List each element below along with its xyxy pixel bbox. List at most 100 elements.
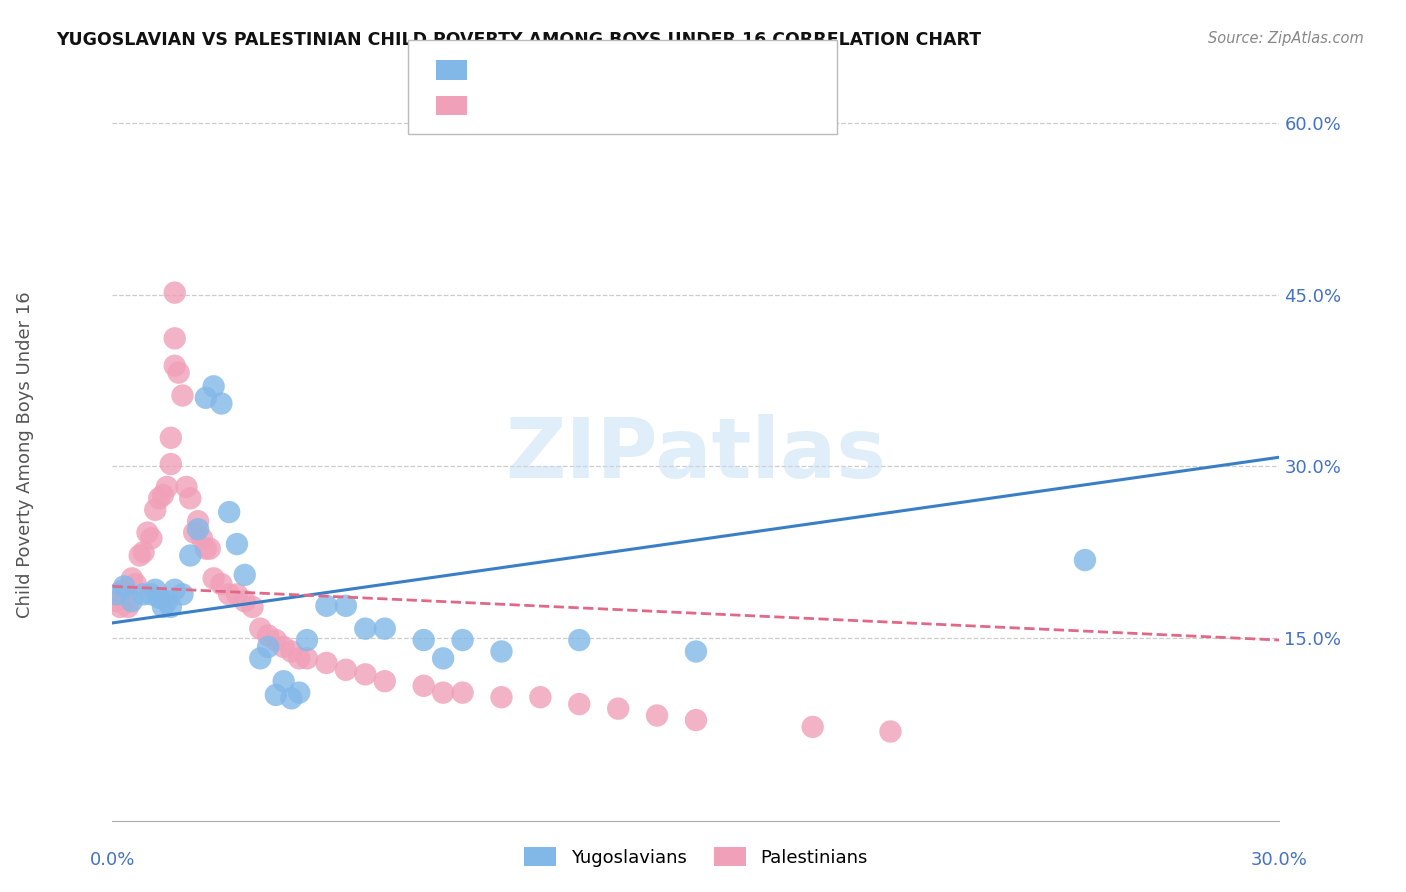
Point	[143, 503, 166, 517]
Point	[335, 599, 357, 613]
Point	[529, 690, 551, 705]
Point	[568, 697, 591, 711]
Point	[132, 545, 155, 559]
Point	[354, 622, 377, 636]
Point	[179, 549, 201, 563]
Point	[280, 644, 302, 658]
Point	[295, 651, 318, 665]
Point	[156, 594, 179, 608]
Point	[194, 391, 217, 405]
Point	[226, 537, 249, 551]
Text: R =   0.219   N = 40: R = 0.219 N = 40	[478, 61, 696, 79]
Point	[143, 582, 166, 597]
Point	[432, 686, 454, 700]
Text: ZIPatlas: ZIPatlas	[506, 415, 886, 495]
Point	[156, 480, 179, 494]
Point	[136, 525, 159, 540]
Point	[117, 599, 139, 614]
Point	[249, 622, 271, 636]
Point	[105, 594, 128, 608]
Point	[451, 633, 474, 648]
Point	[288, 651, 311, 665]
Point	[226, 587, 249, 601]
Point	[249, 651, 271, 665]
Point	[412, 679, 434, 693]
Point	[121, 594, 143, 608]
Text: 0.0%: 0.0%	[90, 851, 135, 869]
Point	[121, 571, 143, 585]
Point	[432, 651, 454, 665]
Point	[242, 599, 264, 614]
Text: YUGOSLAVIAN VS PALESTINIAN CHILD POVERTY AMONG BOYS UNDER 16 CORRELATION CHART: YUGOSLAVIAN VS PALESTINIAN CHILD POVERTY…	[56, 31, 981, 49]
Point	[568, 633, 591, 648]
Point	[141, 587, 163, 601]
Point	[187, 522, 209, 536]
Point	[264, 633, 287, 648]
Point	[273, 640, 295, 654]
Point	[218, 505, 240, 519]
Point	[163, 359, 186, 373]
Point	[374, 674, 396, 689]
Legend: Yugoslavians, Palestinians: Yugoslavians, Palestinians	[516, 840, 876, 874]
Point	[152, 599, 174, 614]
Point	[163, 582, 186, 597]
Point	[209, 577, 232, 591]
Point	[257, 628, 280, 642]
Point	[125, 577, 148, 591]
Point	[110, 599, 132, 614]
Point	[194, 541, 217, 556]
Point	[491, 644, 513, 658]
Point	[176, 480, 198, 494]
Point	[233, 594, 256, 608]
Point	[451, 686, 474, 700]
Point	[112, 582, 135, 597]
Text: 30.0%: 30.0%	[1251, 851, 1308, 869]
Text: Child Poverty Among Boys Under 16: Child Poverty Among Boys Under 16	[15, 292, 34, 618]
Point	[879, 724, 901, 739]
Point	[202, 379, 225, 393]
Point	[132, 587, 155, 601]
Text: Source: ZipAtlas.com: Source: ZipAtlas.com	[1208, 31, 1364, 46]
Point	[685, 713, 707, 727]
Point	[160, 431, 183, 445]
Point	[218, 587, 240, 601]
Point	[288, 686, 311, 700]
Point	[1074, 553, 1097, 567]
Point	[354, 667, 377, 681]
Point	[198, 541, 221, 556]
Point	[257, 640, 280, 654]
Point	[202, 571, 225, 585]
Point	[607, 701, 630, 715]
Point	[172, 587, 194, 601]
Point	[273, 674, 295, 689]
Point	[160, 599, 183, 614]
Point	[148, 591, 170, 605]
Point	[141, 532, 163, 546]
Point	[374, 622, 396, 636]
Point	[187, 514, 209, 528]
Point	[209, 396, 232, 410]
Point	[335, 663, 357, 677]
Point	[233, 568, 256, 582]
Point	[163, 285, 186, 300]
Point	[148, 491, 170, 506]
Point	[167, 366, 190, 380]
Point	[645, 708, 668, 723]
Point	[163, 331, 186, 345]
Point	[491, 690, 513, 705]
Point	[112, 579, 135, 593]
Point	[315, 656, 337, 670]
Point	[105, 587, 128, 601]
Point	[295, 633, 318, 648]
Point	[801, 720, 824, 734]
Point	[412, 633, 434, 648]
Text: R = -0.044   N = 56: R = -0.044 N = 56	[478, 96, 685, 114]
Point	[685, 644, 707, 658]
Point	[128, 549, 150, 563]
Point	[191, 532, 214, 546]
Point	[179, 491, 201, 506]
Point	[315, 599, 337, 613]
Point	[152, 488, 174, 502]
Point	[172, 388, 194, 402]
Point	[280, 691, 302, 706]
